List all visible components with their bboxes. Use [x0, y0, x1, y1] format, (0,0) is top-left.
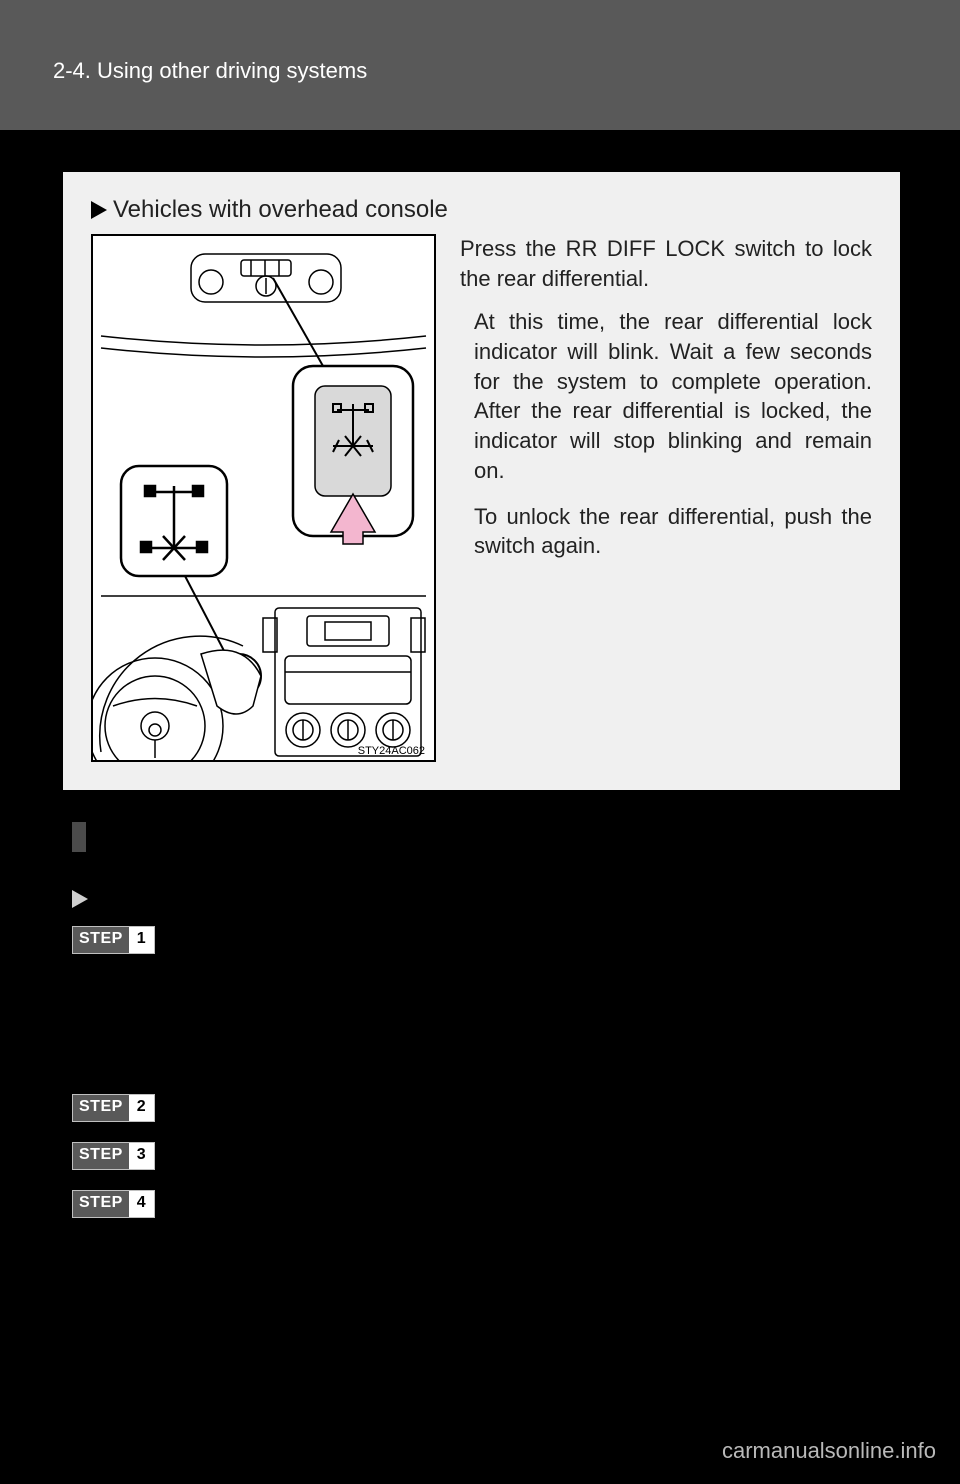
- step-body-spacer: [72, 974, 900, 1094]
- step-word: STEP: [73, 1191, 129, 1217]
- watermark-text: carmanualsonline.info: [722, 1438, 936, 1464]
- box-body: STY24AC062 Press the RR DIFF LOCK switch…: [91, 234, 872, 762]
- below-section: STEP 1 STEP 2 STEP 3 STEP 4: [72, 822, 900, 1218]
- triangle-bullet-icon: [91, 201, 107, 219]
- image-id-label: STY24AC062: [358, 745, 425, 757]
- step-row-4: STEP 4: [72, 1190, 900, 1218]
- step-number: 1: [129, 927, 154, 953]
- step-number: 4: [129, 1191, 154, 1217]
- step-row-2: STEP 2: [72, 1094, 900, 1122]
- step-word: STEP: [73, 927, 129, 953]
- section-title: 2-4. Using other driving systems: [53, 58, 960, 84]
- step-badge: STEP 3: [72, 1142, 155, 1170]
- step-number: 2: [129, 1095, 154, 1121]
- box-text-column: Press the RR DIFF LOCK switch to lock th…: [460, 234, 872, 577]
- step-badge: STEP 4: [72, 1190, 155, 1218]
- dashboard-diagram: STY24AC062: [91, 234, 436, 762]
- main-paragraph: Press the RR DIFF LOCK switch to lock th…: [460, 234, 872, 293]
- step-badge: STEP 2: [72, 1094, 155, 1122]
- sub-paragraph-1: At this time, the rear differential lock…: [460, 307, 872, 485]
- step-word: STEP: [73, 1095, 129, 1121]
- header-band: 2-4. Using other driving systems: [0, 0, 960, 130]
- subsection-label: Vehicles with overhead console: [113, 196, 448, 224]
- subsection-header: Vehicles with overhead console: [91, 196, 872, 224]
- triangle-bullet-icon: [72, 890, 88, 908]
- step-word: STEP: [73, 1143, 129, 1169]
- step-row-3: STEP 3: [72, 1142, 900, 1170]
- section-tab-marker: [72, 822, 86, 852]
- step-number: 3: [129, 1143, 154, 1169]
- sub-paragraph-2: To unlock the rear differential, push th…: [460, 502, 872, 561]
- step-row-1: STEP 1: [72, 926, 900, 954]
- content-box: Vehicles with overhead console: [63, 172, 900, 790]
- sub-bullet-row: [72, 890, 900, 908]
- step-badge: STEP 1: [72, 926, 155, 954]
